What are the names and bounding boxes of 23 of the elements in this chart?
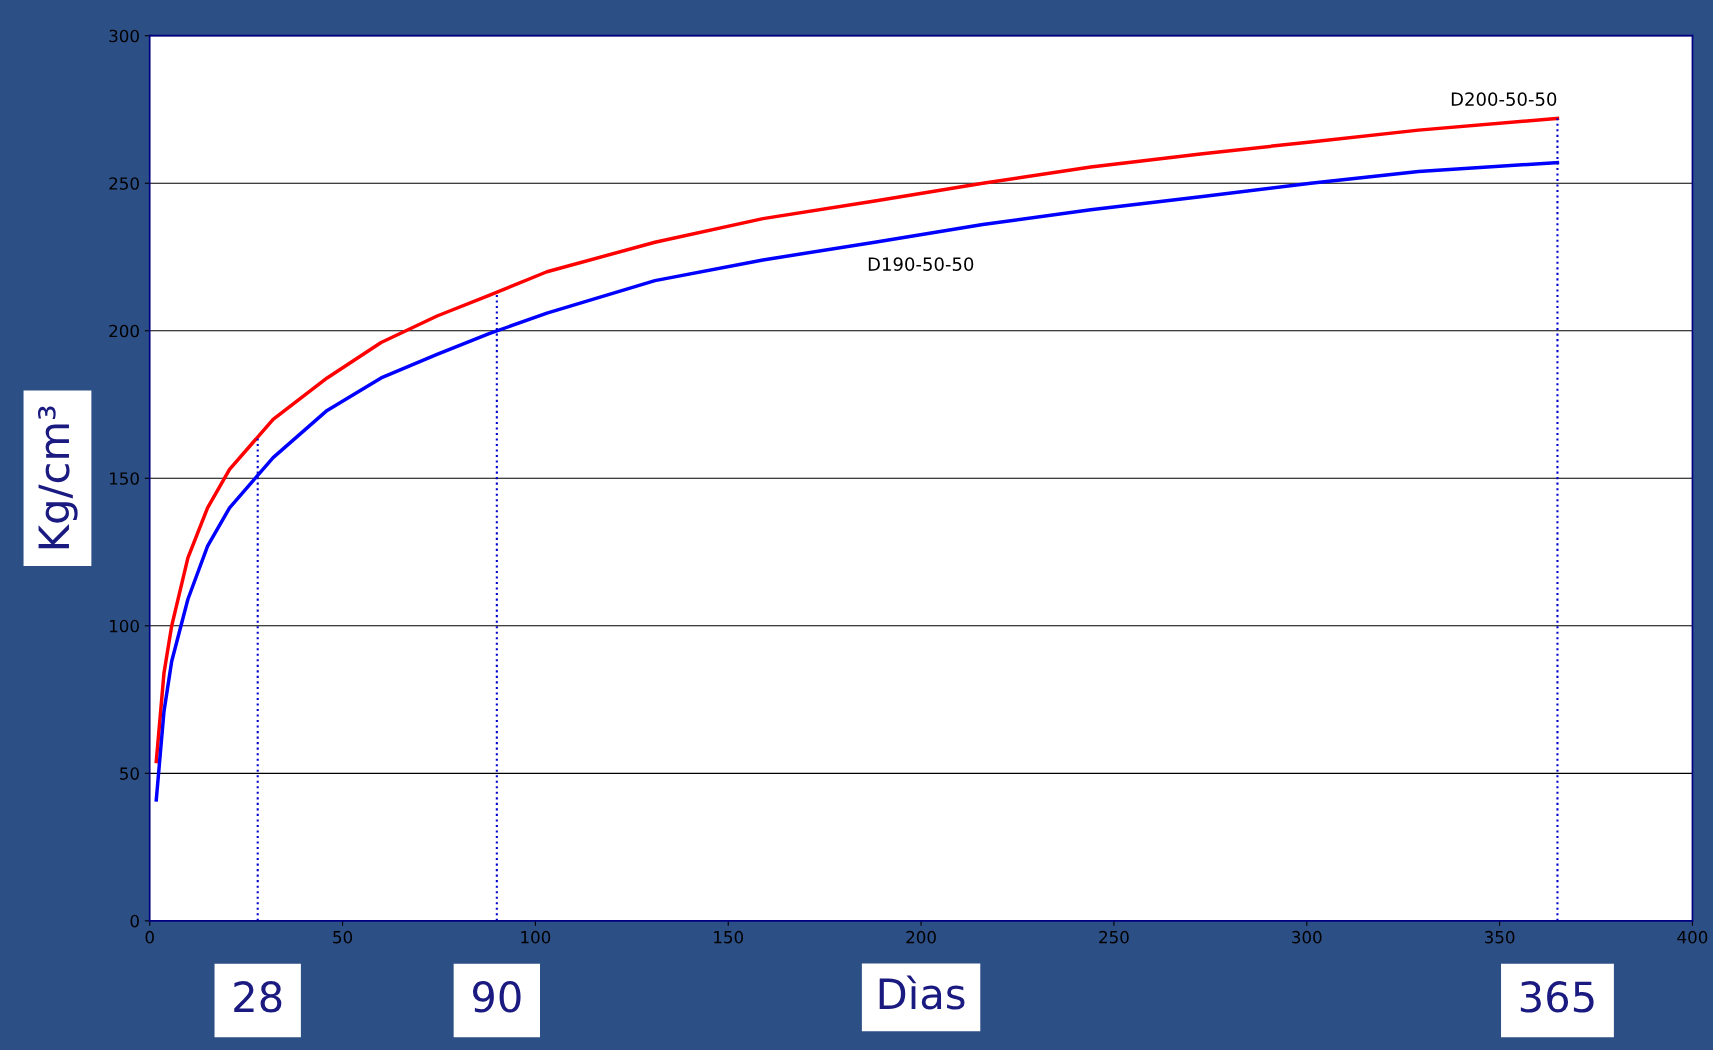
- x-tick-label: 50: [333, 930, 353, 944]
- x-tick-label: 350: [1484, 930, 1515, 944]
- x-tick-label: 150: [714, 930, 744, 944]
- x-tick-label: 250: [1099, 930, 1129, 944]
- y-axis-title: Kg/cm³: [38, 406, 78, 549]
- x-axis-title: Dìas: [879, 975, 965, 1010]
- y-tick-label: 100: [110, 619, 139, 633]
- x-tick-label: 0: [145, 930, 154, 944]
- x-tick-label: 100: [521, 930, 551, 944]
- series-label: D200-50-50: [1451, 92, 1557, 106]
- x-tick-label: 300: [1292, 930, 1322, 944]
- x-tick-label: 400: [1677, 930, 1708, 944]
- ref-line-label: 90: [472, 981, 521, 1013]
- y-tick-label: 200: [109, 324, 139, 338]
- x-tick-label: 200: [906, 930, 936, 944]
- y-tick-label: 150: [110, 472, 139, 485]
- y-tick-label: 50: [120, 767, 139, 780]
- y-tick-label: 0: [130, 914, 139, 928]
- y-tick-label: 250: [109, 177, 139, 190]
- ref-line-label: 365: [1520, 981, 1594, 1013]
- y-tick-label: 300: [109, 29, 139, 43]
- series-label: D190-50-50: [868, 257, 974, 271]
- ref-line-label: 28: [234, 981, 282, 1013]
